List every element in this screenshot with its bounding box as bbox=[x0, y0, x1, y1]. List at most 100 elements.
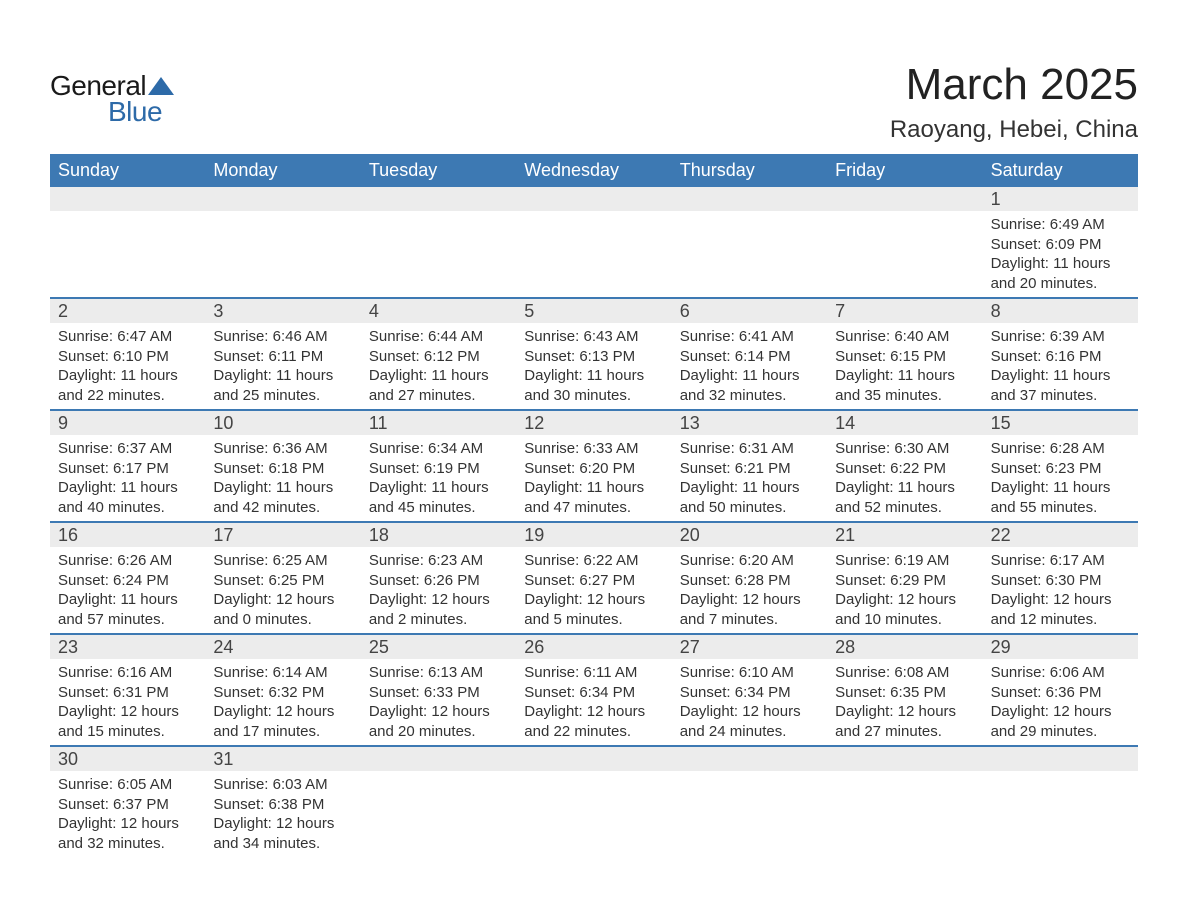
daynum-row: 21 bbox=[827, 523, 982, 547]
sunset-text: Sunset: 6:13 PM bbox=[524, 347, 665, 367]
day-cell: 20Sunrise: 6:20 AMSunset: 6:28 PMDayligh… bbox=[672, 523, 827, 633]
day-details: Sunrise: 6:23 AMSunset: 6:26 PMDaylight:… bbox=[361, 547, 516, 633]
day-details: Sunrise: 6:31 AMSunset: 6:21 PMDaylight:… bbox=[672, 435, 827, 521]
daynum-row: 24 bbox=[205, 635, 360, 659]
day-details: Sunrise: 6:03 AMSunset: 6:38 PMDaylight:… bbox=[205, 771, 360, 857]
daynum-row: 1 bbox=[983, 187, 1138, 211]
day-number: 19 bbox=[516, 525, 544, 546]
day-number: 8 bbox=[983, 301, 1001, 322]
day-details: Sunrise: 6:41 AMSunset: 6:14 PMDaylight:… bbox=[672, 323, 827, 409]
sunset-text: Sunset: 6:29 PM bbox=[835, 571, 976, 591]
day-number: 24 bbox=[205, 637, 233, 658]
day-number: 10 bbox=[205, 413, 233, 434]
daynum-row bbox=[983, 747, 1138, 771]
daylight-text-1: Daylight: 12 hours bbox=[369, 590, 510, 610]
daynum-row: 2 bbox=[50, 299, 205, 323]
daylight-text-2: and 34 minutes. bbox=[213, 834, 354, 854]
sunset-text: Sunset: 6:19 PM bbox=[369, 459, 510, 479]
sunrise-text: Sunrise: 6:41 AM bbox=[680, 327, 821, 347]
logo-text-blue: Blue bbox=[108, 96, 162, 128]
daynum-row bbox=[516, 747, 671, 771]
sunset-text: Sunset: 6:34 PM bbox=[524, 683, 665, 703]
daylight-text-1: Daylight: 12 hours bbox=[369, 702, 510, 722]
day-cell: 26Sunrise: 6:11 AMSunset: 6:34 PMDayligh… bbox=[516, 635, 671, 745]
daylight-text-1: Daylight: 11 hours bbox=[680, 366, 821, 386]
daylight-text-1: Daylight: 11 hours bbox=[991, 478, 1132, 498]
day-number: 28 bbox=[827, 637, 855, 658]
daylight-text-2: and 40 minutes. bbox=[58, 498, 199, 518]
day-number: 4 bbox=[361, 301, 379, 322]
daynum-row: 12 bbox=[516, 411, 671, 435]
day-number: 30 bbox=[50, 749, 78, 770]
daynum-row: 22 bbox=[983, 523, 1138, 547]
daynum-row: 10 bbox=[205, 411, 360, 435]
day-cell: 2Sunrise: 6:47 AMSunset: 6:10 PMDaylight… bbox=[50, 299, 205, 409]
daynum-row: 6 bbox=[672, 299, 827, 323]
day-number: 5 bbox=[516, 301, 534, 322]
day-cell: 24Sunrise: 6:14 AMSunset: 6:32 PMDayligh… bbox=[205, 635, 360, 745]
day-cell: 19Sunrise: 6:22 AMSunset: 6:27 PMDayligh… bbox=[516, 523, 671, 633]
daynum-row: 14 bbox=[827, 411, 982, 435]
week-row: 2Sunrise: 6:47 AMSunset: 6:10 PMDaylight… bbox=[50, 299, 1138, 411]
daylight-text-2: and 29 minutes. bbox=[991, 722, 1132, 742]
day-details: Sunrise: 6:47 AMSunset: 6:10 PMDaylight:… bbox=[50, 323, 205, 409]
sunrise-text: Sunrise: 6:31 AM bbox=[680, 439, 821, 459]
daylight-text-2: and 15 minutes. bbox=[58, 722, 199, 742]
day-number: 11 bbox=[361, 413, 388, 434]
sunrise-text: Sunrise: 6:14 AM bbox=[213, 663, 354, 683]
daynum-row bbox=[672, 187, 827, 211]
day-details: Sunrise: 6:14 AMSunset: 6:32 PMDaylight:… bbox=[205, 659, 360, 745]
day-number: 22 bbox=[983, 525, 1011, 546]
day-cell: 17Sunrise: 6:25 AMSunset: 6:25 PMDayligh… bbox=[205, 523, 360, 633]
daylight-text-1: Daylight: 12 hours bbox=[835, 590, 976, 610]
week-row: 16Sunrise: 6:26 AMSunset: 6:24 PMDayligh… bbox=[50, 523, 1138, 635]
day-number: 14 bbox=[827, 413, 855, 434]
day-cell: 7Sunrise: 6:40 AMSunset: 6:15 PMDaylight… bbox=[827, 299, 982, 409]
sunrise-text: Sunrise: 6:17 AM bbox=[991, 551, 1132, 571]
daynum-row: 17 bbox=[205, 523, 360, 547]
sunset-text: Sunset: 6:24 PM bbox=[58, 571, 199, 591]
daylight-text-1: Daylight: 12 hours bbox=[524, 702, 665, 722]
day-cell: 18Sunrise: 6:23 AMSunset: 6:26 PMDayligh… bbox=[361, 523, 516, 633]
daylight-text-2: and 55 minutes. bbox=[991, 498, 1132, 518]
day-details: Sunrise: 6:26 AMSunset: 6:24 PMDaylight:… bbox=[50, 547, 205, 633]
sunrise-text: Sunrise: 6:34 AM bbox=[369, 439, 510, 459]
sunrise-text: Sunrise: 6:23 AM bbox=[369, 551, 510, 571]
day-details: Sunrise: 6:05 AMSunset: 6:37 PMDaylight:… bbox=[50, 771, 205, 857]
daylight-text-1: Daylight: 11 hours bbox=[835, 366, 976, 386]
daylight-text-2: and 10 minutes. bbox=[835, 610, 976, 630]
daynum-row bbox=[50, 187, 205, 211]
day-cell bbox=[983, 747, 1138, 857]
daynum-row: 5 bbox=[516, 299, 671, 323]
day-details: Sunrise: 6:22 AMSunset: 6:27 PMDaylight:… bbox=[516, 547, 671, 633]
day-details: Sunrise: 6:39 AMSunset: 6:16 PMDaylight:… bbox=[983, 323, 1138, 409]
day-number: 1 bbox=[983, 189, 1001, 210]
daynum-row: 8 bbox=[983, 299, 1138, 323]
day-details: Sunrise: 6:06 AMSunset: 6:36 PMDaylight:… bbox=[983, 659, 1138, 745]
daylight-text-1: Daylight: 11 hours bbox=[58, 590, 199, 610]
day-cell: 9Sunrise: 6:37 AMSunset: 6:17 PMDaylight… bbox=[50, 411, 205, 521]
daylight-text-2: and 30 minutes. bbox=[524, 386, 665, 406]
day-number: 17 bbox=[205, 525, 233, 546]
sunrise-text: Sunrise: 6:30 AM bbox=[835, 439, 976, 459]
sunset-text: Sunset: 6:21 PM bbox=[680, 459, 821, 479]
daylight-text-1: Daylight: 11 hours bbox=[369, 478, 510, 498]
daylight-text-1: Daylight: 12 hours bbox=[213, 814, 354, 834]
sunrise-text: Sunrise: 6:20 AM bbox=[680, 551, 821, 571]
daylight-text-2: and 35 minutes. bbox=[835, 386, 976, 406]
sunset-text: Sunset: 6:25 PM bbox=[213, 571, 354, 591]
day-header-saturday: Saturday bbox=[983, 154, 1138, 187]
sunrise-text: Sunrise: 6:26 AM bbox=[58, 551, 199, 571]
daynum-row bbox=[827, 187, 982, 211]
day-cell: 1Sunrise: 6:49 AMSunset: 6:09 PMDaylight… bbox=[983, 187, 1138, 297]
day-details: Sunrise: 6:19 AMSunset: 6:29 PMDaylight:… bbox=[827, 547, 982, 633]
daylight-text-1: Daylight: 11 hours bbox=[213, 366, 354, 386]
day-cell bbox=[516, 187, 671, 297]
daynum-row: 11 bbox=[361, 411, 516, 435]
day-cell: 3Sunrise: 6:46 AMSunset: 6:11 PMDaylight… bbox=[205, 299, 360, 409]
sunset-text: Sunset: 6:12 PM bbox=[369, 347, 510, 367]
day-cell: 29Sunrise: 6:06 AMSunset: 6:36 PMDayligh… bbox=[983, 635, 1138, 745]
day-number: 6 bbox=[672, 301, 690, 322]
day-details: Sunrise: 6:17 AMSunset: 6:30 PMDaylight:… bbox=[983, 547, 1138, 633]
day-cell bbox=[516, 747, 671, 857]
